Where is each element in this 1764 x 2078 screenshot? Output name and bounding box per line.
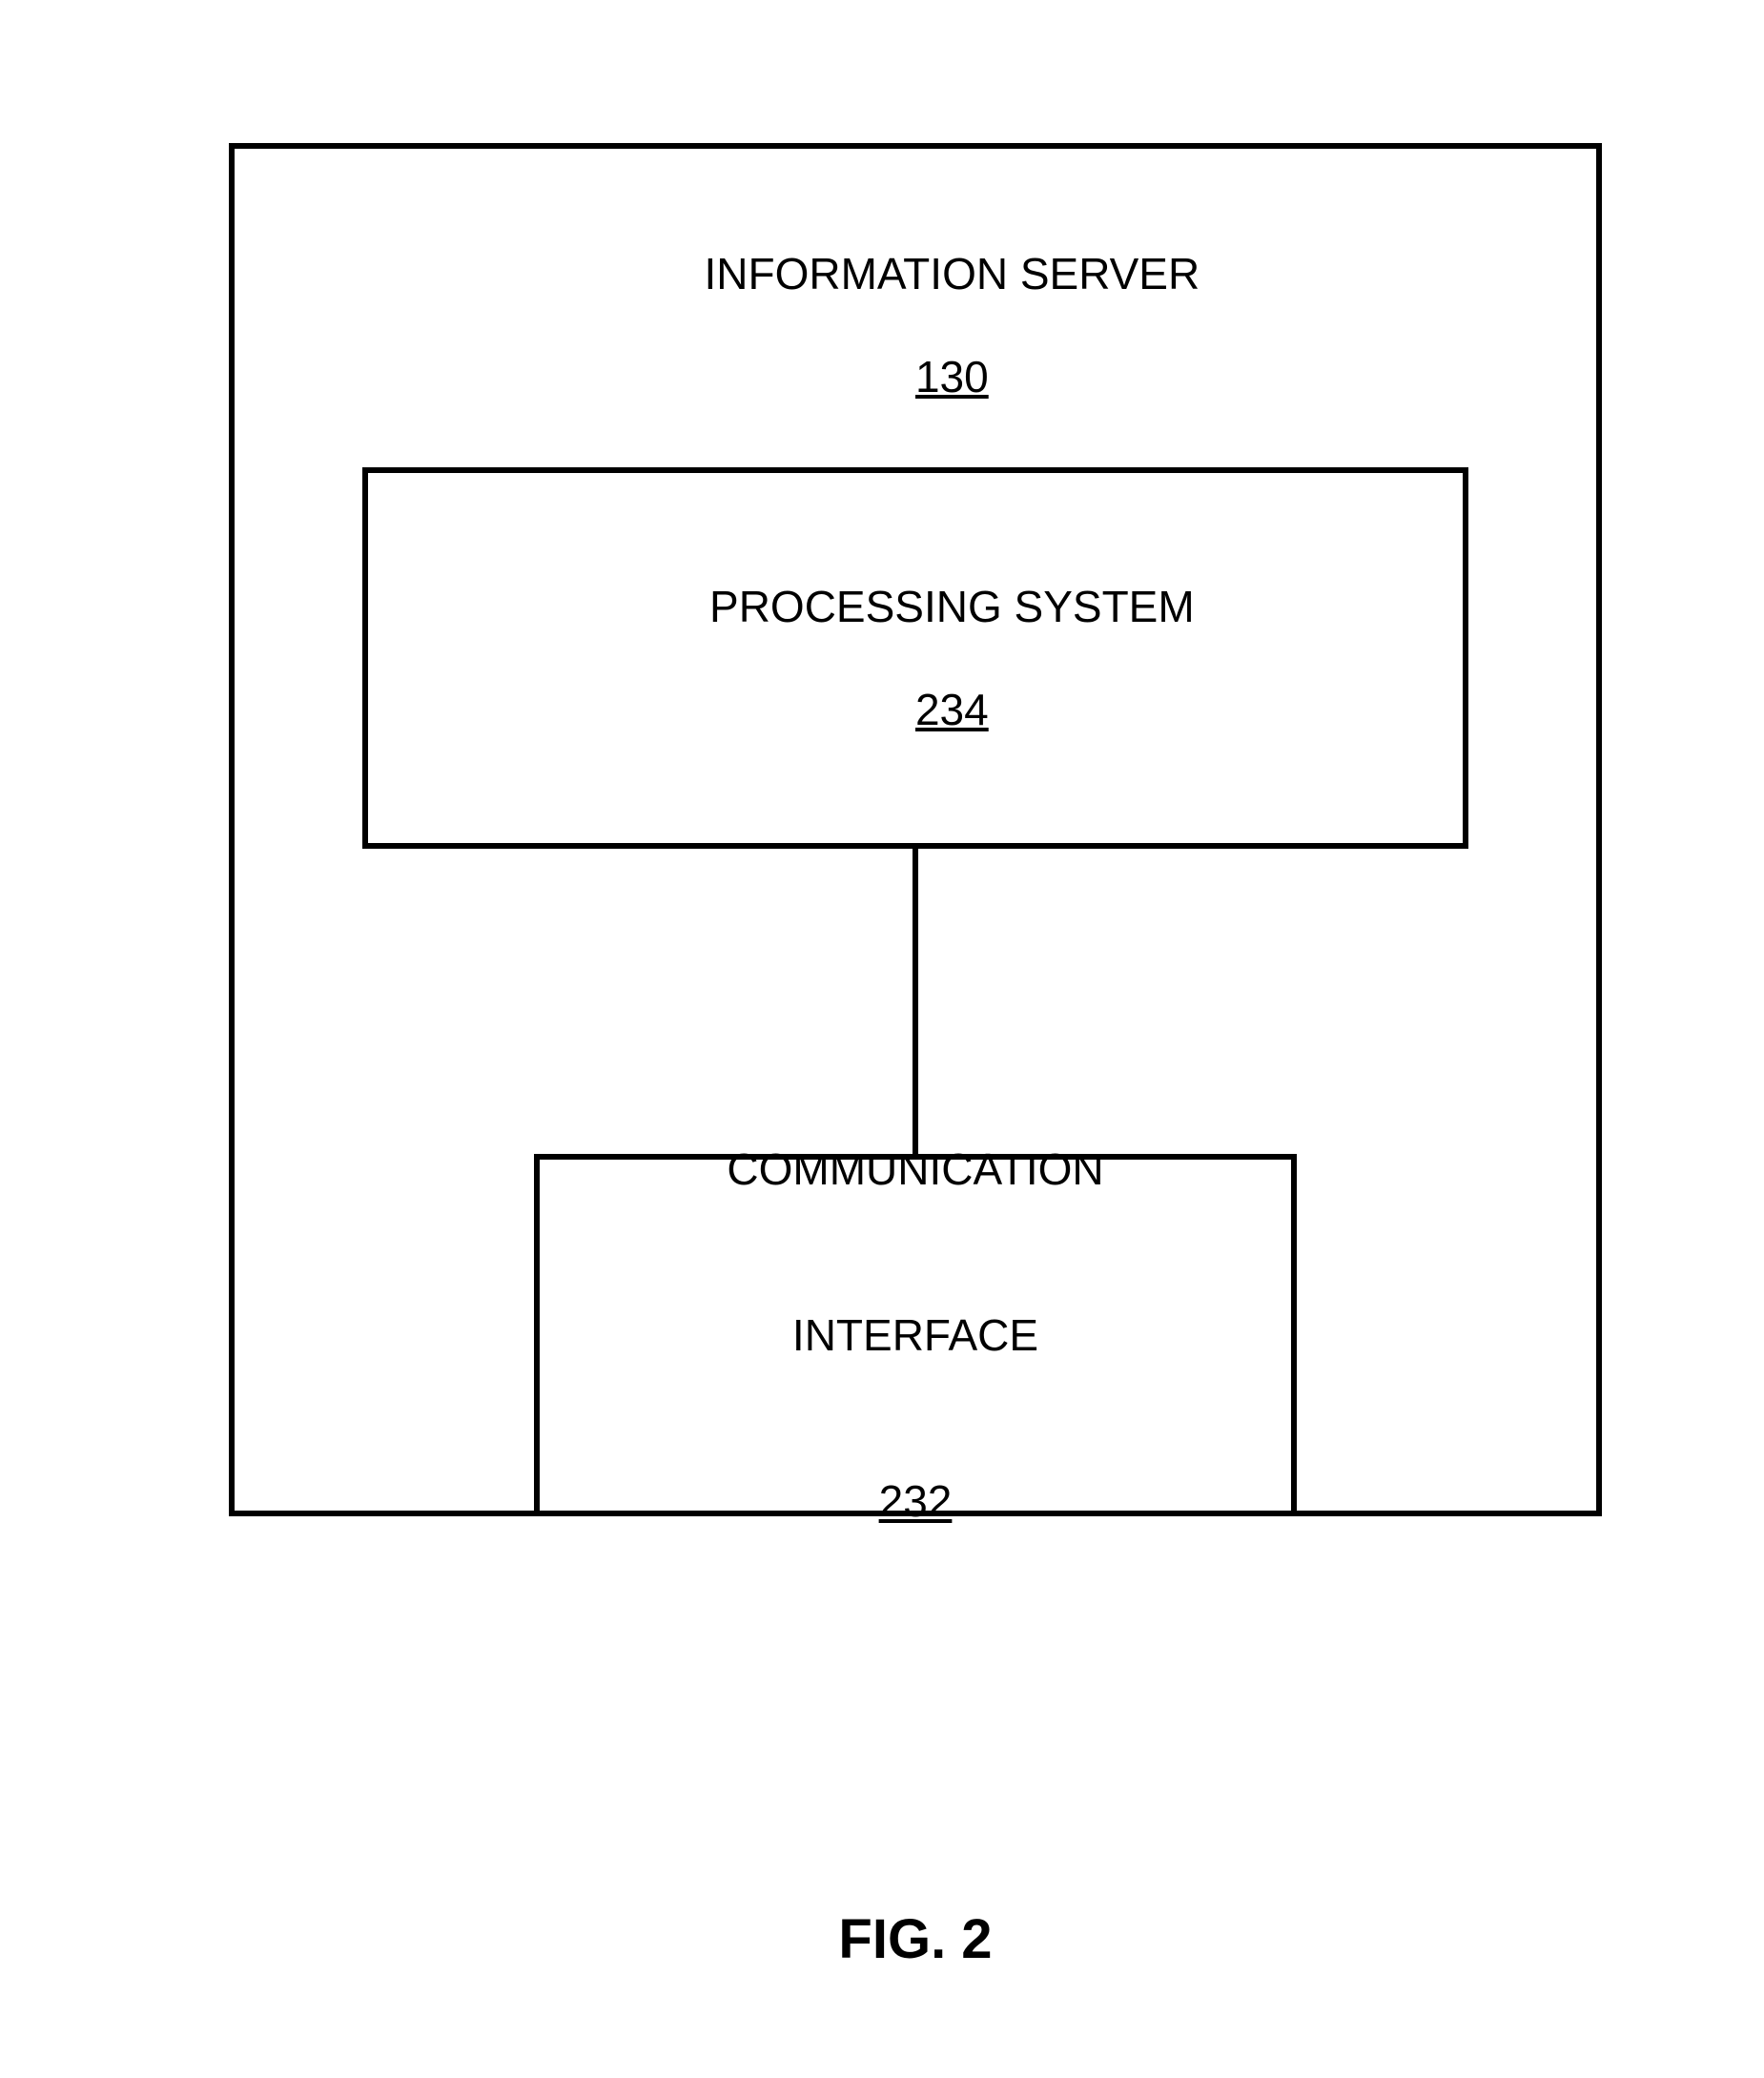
communication-interface-box: COMMUNICATION INTERFACE 232 bbox=[534, 1154, 1297, 1516]
processing-system-box: PROCESSING SYSTEM 234 bbox=[362, 467, 1468, 849]
communication-interface-label-line2: INTERFACE bbox=[540, 1307, 1291, 1363]
information-server-ref: 130 bbox=[915, 352, 989, 401]
processing-system-ref: 234 bbox=[915, 685, 989, 734]
diagram-canvas: INFORMATION SERVER 130 PROCESSING SYSTEM… bbox=[0, 0, 1764, 2078]
processing-system-label: PROCESSING SYSTEM bbox=[709, 582, 1195, 631]
communication-interface-title: COMMUNICATION INTERFACE 232 bbox=[540, 1031, 1291, 1639]
communication-interface-label-line1: COMMUNICATION bbox=[540, 1142, 1291, 1197]
information-server-label: INFORMATION SERVER bbox=[705, 249, 1200, 298]
communication-interface-ref: 232 bbox=[540, 1473, 1291, 1529]
figure-caption: FIG. 2 bbox=[791, 1907, 1039, 1971]
information-server-title: INFORMATION SERVER 130 bbox=[235, 196, 1596, 454]
processing-system-title: PROCESSING SYSTEM 234 bbox=[368, 529, 1463, 787]
